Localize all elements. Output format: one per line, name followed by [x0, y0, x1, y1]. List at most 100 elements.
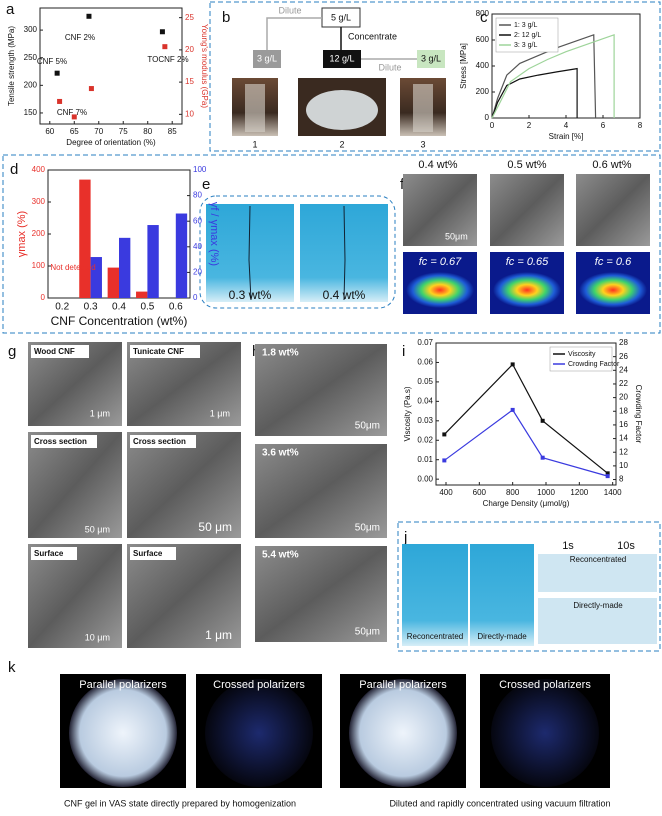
panel-label: k [8, 659, 16, 676]
x-tick-label: 65 [70, 127, 79, 136]
y-tick-label: 100 [32, 261, 46, 270]
box [323, 50, 361, 68]
annotation: TOCNF 2% [147, 55, 188, 64]
y-tick-label: 0.00 [417, 474, 433, 483]
legend-label: 1: 3 g/L [514, 22, 537, 29]
y2-tick-label: 20 [185, 45, 194, 54]
x-tick-label: 2 [527, 121, 532, 130]
vial [245, 84, 265, 132]
box [417, 50, 445, 68]
annotation: Not detected [50, 263, 95, 272]
photo-label: 0.4 wt% [323, 288, 366, 302]
column-label: 0.4 wt% [418, 159, 457, 171]
orientation-label: fc = 0.65 [506, 256, 549, 268]
label-box [31, 345, 89, 358]
y-tick-label: 400 [476, 61, 490, 70]
scale-bar: 10 μm [85, 632, 110, 642]
fiber [343, 205, 346, 301]
marker [510, 362, 515, 367]
line [491, 67, 578, 119]
sem-image [28, 432, 122, 538]
y2-tick-label: 20 [619, 393, 628, 402]
image-label: 3.6 wt% [262, 448, 299, 459]
box [253, 50, 281, 68]
image-label: Surface [133, 549, 163, 558]
y2-axis-title: Young's modulus (GPa) [200, 24, 209, 108]
panel-h: 1.8 wt% 3.6 wt% 5.4 wt% 50μm 50μm 50μm [255, 344, 387, 642]
x-tick-label: 0.2 [55, 302, 69, 313]
panel-k: Parallel polarizers Crossed polarizers P… [60, 674, 611, 808]
marker [442, 458, 447, 463]
panel-label: g [8, 343, 16, 360]
y-tick-label: 0 [41, 293, 46, 302]
sem-image [127, 544, 241, 648]
x-tick-label: 0 [490, 121, 495, 130]
fiber [248, 205, 252, 301]
y2-tick-label: 28 [619, 338, 628, 347]
bar [79, 179, 91, 298]
x-axis-title: Degree of orientation (%) [66, 138, 156, 147]
x-axis-title: CNF Concentration (wt%) [51, 314, 188, 328]
y2-tick-label: 60 [193, 216, 202, 225]
label-box [130, 345, 200, 358]
legend-label: Viscosity [568, 351, 596, 358]
vial [413, 84, 433, 132]
y-axis-title: Stress [MPa] [459, 43, 468, 89]
y-tick-label: 200 [476, 87, 490, 96]
y2-tick-label: 100 [193, 165, 207, 174]
y-axis-title: Viscosity (Pa.s) [403, 386, 412, 441]
x-tick-label: 85 [168, 127, 177, 136]
panel-b: 5 g/L Dilute Concentrate 3 g/L 12 g/L 3 … [232, 5, 446, 149]
panel-label: d [10, 161, 18, 178]
y2-axis-title: γf / γmax (%) [208, 202, 220, 266]
x-tick-label: 8 [638, 121, 643, 130]
panel-label: a [6, 1, 15, 18]
saxs-pattern [579, 272, 647, 308]
x-tick-label: 0.3 [84, 302, 98, 313]
panel-frame [2, 154, 661, 334]
time-label: 10s [617, 540, 635, 552]
image-label: Cross section [34, 437, 87, 446]
label-box [31, 547, 77, 560]
panel-label: f [400, 176, 405, 193]
saxs-pattern [493, 272, 561, 308]
line [443, 409, 608, 477]
orientation-label: fc = 0.6 [595, 256, 632, 268]
photo [402, 544, 468, 646]
annotation: CNF 5% [37, 57, 67, 66]
point [54, 70, 60, 76]
panel-label: c [480, 9, 488, 26]
annotation: CNF 7% [57, 108, 87, 117]
y-tick-label: 150 [24, 108, 38, 117]
bar [136, 291, 148, 298]
x-tick-label: 400 [439, 488, 453, 497]
panel-g: Wood CNF Tunicate CNF Cross section Cros… [28, 342, 241, 648]
y2-tick-label: 16 [619, 420, 628, 429]
x-tick-label: 0.6 [169, 302, 183, 313]
image-label: Tunicate CNF [133, 347, 184, 356]
sem-image [490, 174, 564, 246]
scale-bar: 50μm [355, 421, 380, 432]
y-tick-label: 200 [24, 80, 38, 89]
sem-image [576, 174, 650, 246]
panel-frame [199, 195, 396, 309]
y-tick-label: 300 [32, 197, 46, 206]
photo-label: Reconcentrated [407, 632, 463, 641]
x-tick-label: 75 [119, 127, 128, 136]
sem-image [255, 444, 387, 538]
point [57, 98, 63, 104]
y2-tick-label: 10 [619, 461, 628, 470]
photo-title: Parallel polarizers [79, 679, 167, 691]
column-label: 0.5 wt% [507, 159, 546, 171]
bar [90, 257, 102, 298]
marker [442, 432, 447, 437]
arrow [266, 17, 322, 50]
annotation: CNF 2% [65, 33, 95, 42]
scale-bar: 50 μm [198, 520, 232, 534]
y-tick-label: 0.04 [417, 396, 433, 405]
y2-tick-label: 25 [185, 13, 194, 22]
point [88, 86, 94, 92]
panel-e: 0.3 wt% 0.4 wt% [199, 195, 396, 309]
